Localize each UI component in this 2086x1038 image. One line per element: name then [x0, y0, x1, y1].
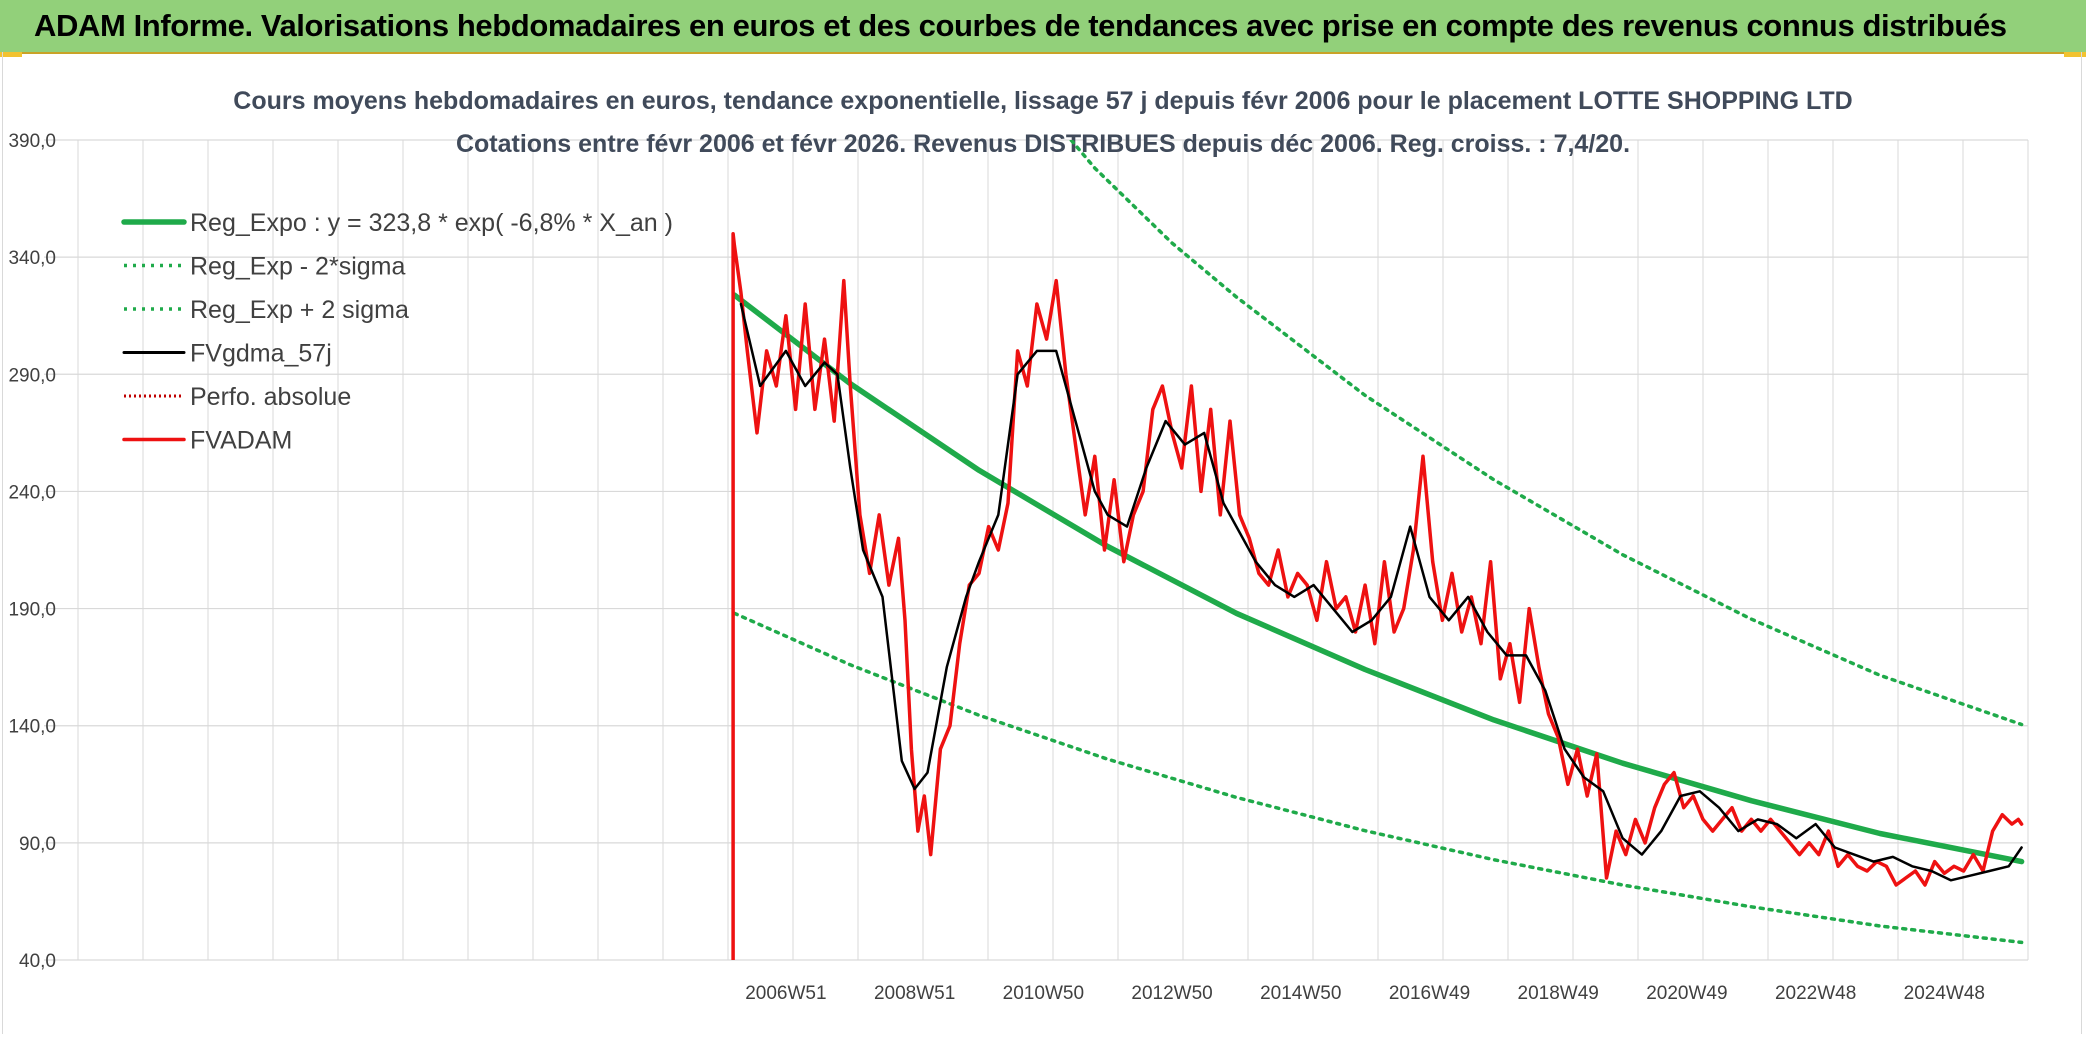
page-title: ADAM Informe. Valorisations hebdomadaire…: [34, 8, 2007, 43]
x-tick-label: 2018W49: [1518, 983, 1599, 1004]
header-banner: ADAM Informe. Valorisations hebdomadaire…: [0, 0, 2086, 54]
chart-frame: [2, 52, 2082, 1034]
x-tick-label: 2020W49: [1646, 983, 1727, 1004]
x-tick-label: 2012W50: [1131, 983, 1212, 1004]
x-tick-label: 2016W49: [1389, 983, 1470, 1004]
x-tick-label: 2024W48: [1904, 983, 1985, 1004]
reg-exp-minus-2sigma-line: [732, 611, 2024, 945]
legend-label-reg-exp-minus-2sigma-line: Reg_Exp - 2*sigma: [190, 253, 405, 281]
reg-expo-line: [731, 292, 2025, 865]
y-tick-label: 340,0: [8, 248, 56, 269]
y-tick-label: 390,0: [8, 131, 56, 152]
fvadam-line: [731, 231, 2024, 960]
chart-series: [731, 140, 2025, 960]
y-tick-label: 90,0: [19, 834, 56, 855]
x-tick-label: 2006W51: [745, 983, 826, 1004]
legend-label-perfo-absolue-line: Perfo. absolue: [190, 383, 351, 411]
x-tick-label: 2022W48: [1775, 983, 1856, 1004]
y-tick-label: 40,0: [19, 951, 56, 972]
fvgdma-57j-line: [739, 302, 2023, 882]
y-tick-label: 140,0: [8, 717, 56, 738]
chart-legend: Reg_Expo : y = 323,8 * exp( -6,8% * X_an…: [121, 209, 673, 455]
legend-label-fvgdma-57j-line: FVgdma_57j: [190, 340, 332, 368]
x-tick-label: 2008W51: [874, 983, 955, 1004]
y-axis: 390,0 340,0 290,0 240,0 190,0 140,0 90,0 40,0: [8, 131, 56, 972]
chart-grid: [44, 139, 2029, 961]
legend-label-reg-exp-plus-2sigma-line: Reg_Exp + 2 sigma: [190, 296, 409, 324]
legend-label-reg-expo-line: Reg_Expo : y = 323,8 * exp( -6,8% * X_an…: [190, 209, 673, 237]
y-tick-label: 290,0: [8, 365, 56, 386]
x-axis: 2006W51 2008W51 2010W50 2012W50 2014W50 2016W…: [745, 983, 1985, 1004]
corner-marker-left: [0, 52, 22, 57]
corner-marker-right: [2064, 52, 2086, 57]
legend-label-fvadam-line: FVADAM: [190, 427, 292, 455]
chart-subtitle: Cotations entre févr 2006 et févr 2026. …: [456, 130, 1630, 158]
x-tick-label: 2014W50: [1260, 983, 1341, 1004]
chart-title: Cours moyens hebdomadaires en euros, ten…: [233, 87, 1852, 115]
x-tick-label: 2010W50: [1003, 983, 1084, 1004]
y-tick-label: 240,0: [8, 482, 56, 503]
reg-exp-plus-2sigma-line: [1068, 140, 2024, 727]
y-tick-label: 190,0: [8, 600, 56, 621]
